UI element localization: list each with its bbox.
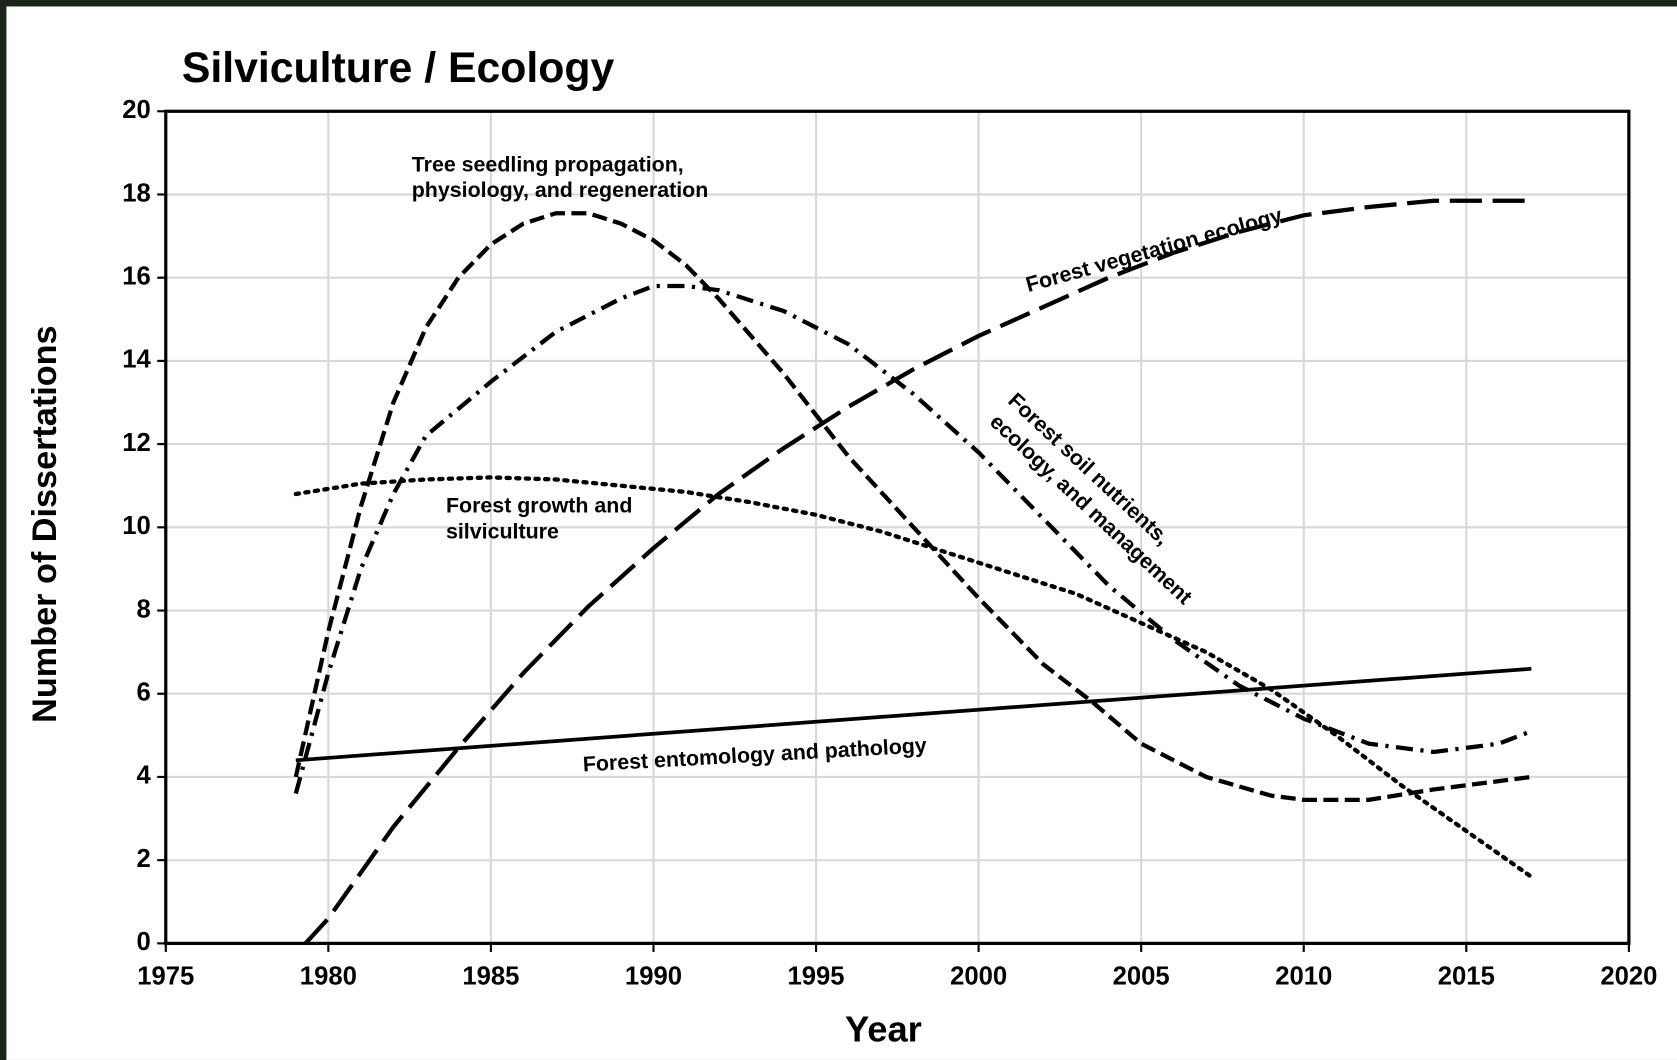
series-label: Tree seedling propagation, <box>412 152 684 176</box>
y-tick-label: 8 <box>137 595 151 623</box>
series-label: Forest growth and <box>446 494 632 518</box>
series-label: silviculture <box>446 519 559 543</box>
x-tick-label: 2005 <box>1113 962 1170 990</box>
y-axis-label: Number of Dissertations <box>26 325 64 722</box>
chart-background <box>6 6 1677 1059</box>
y-tick-label: 2 <box>137 845 151 873</box>
y-tick-label: 10 <box>122 512 151 540</box>
x-tick-label: 1980 <box>300 962 357 990</box>
page: {"chart_data": {"type": "line", "title":… <box>0 0 1677 1060</box>
x-axis-label: Year <box>845 1009 922 1050</box>
chart-title: Silviculture / Ecology <box>182 44 615 92</box>
x-tick-label: 1985 <box>462 962 519 990</box>
y-tick-label: 0 <box>137 928 151 956</box>
x-tick-label: 1995 <box>788 962 845 990</box>
y-tick-label: 14 <box>122 346 151 374</box>
x-tick-label: 2020 <box>1600 962 1657 990</box>
y-tick-label: 4 <box>137 762 152 790</box>
y-tick-label: 18 <box>122 179 151 207</box>
y-tick-label: 20 <box>122 96 151 124</box>
y-tick-label: 6 <box>137 679 151 707</box>
y-tick-label: 16 <box>122 262 151 290</box>
x-tick-label: 2015 <box>1438 962 1495 990</box>
x-tick-label: 1975 <box>137 962 194 990</box>
chart: Silviculture / Ecology Year Number of Di… <box>0 0 1677 1060</box>
x-tick-label: 1990 <box>625 962 682 990</box>
x-tick-label: 2000 <box>950 962 1007 990</box>
y-tick-label: 12 <box>122 429 151 457</box>
series-label: physiology, and regeneration <box>412 178 709 202</box>
x-tick-label: 2010 <box>1275 962 1332 990</box>
